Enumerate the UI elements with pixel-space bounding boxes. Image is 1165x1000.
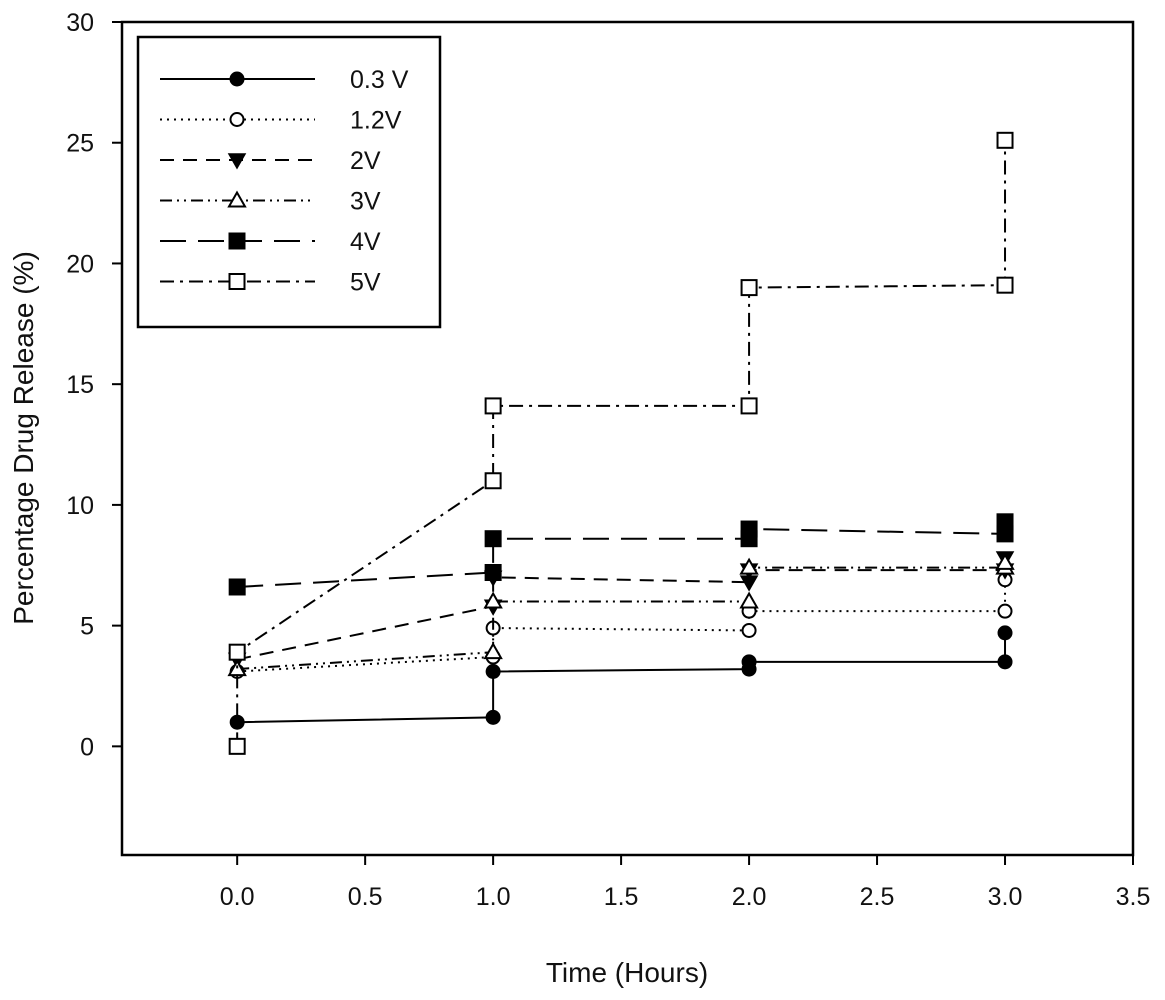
data-point	[996, 131, 1014, 149]
series-layer	[227, 131, 1015, 755]
legend-marker	[228, 232, 246, 250]
data-point	[484, 530, 502, 548]
data-point	[739, 591, 759, 609]
y-tick-label: 15	[66, 371, 94, 399]
x-tick-label: 2.5	[860, 883, 895, 911]
series-line	[237, 579, 1007, 673]
data-point	[740, 397, 758, 415]
legend: 0.3 V 1.2V 2V 3V 4V 5V	[136, 35, 442, 329]
legend-label: 0.3 V	[350, 66, 409, 94]
data-point	[483, 591, 503, 609]
legend-marker	[227, 153, 247, 170]
series-line	[236, 558, 1007, 661]
data-point	[484, 397, 502, 415]
series-3	[227, 552, 1015, 677]
y-tick-label: 10	[66, 492, 94, 520]
x-tick-label: 1.5	[604, 883, 639, 911]
data-point	[997, 603, 1013, 619]
plot-frame	[120, 20, 1135, 857]
data-point	[741, 654, 757, 670]
series-5	[228, 131, 1014, 755]
legend-label: 3V	[350, 188, 381, 216]
data-point	[740, 520, 758, 538]
data-point	[740, 279, 758, 297]
data-point	[485, 709, 501, 725]
data-point	[228, 578, 246, 596]
data-point	[997, 625, 1013, 641]
data-point	[997, 654, 1013, 670]
data-point	[995, 552, 1015, 570]
series-line	[237, 632, 1007, 724]
legend-entry: 4V	[160, 228, 381, 256]
x-tick-label: 0.0	[220, 883, 255, 911]
x-tick-label: 3.0	[988, 883, 1023, 911]
y-axis: 0 5 10 15 20 25 30	[66, 9, 122, 761]
series-line	[236, 140, 1007, 747]
legend-entry: 2V	[160, 147, 381, 175]
x-axis: 0.0 0.5 1.0 1.5 2.0 2.5 3.0 3.5	[220, 855, 1151, 911]
legend-entry: 1.2V	[160, 107, 402, 135]
x-tick-label: 1.0	[476, 883, 511, 911]
legend-entry: 5V	[160, 269, 381, 297]
data-point	[484, 564, 502, 582]
series-0	[229, 625, 1013, 730]
series-2	[227, 551, 1015, 669]
y-tick-label: 25	[66, 130, 94, 158]
legend-label: 1.2V	[350, 107, 402, 135]
x-axis-title: Time (Hours)	[546, 957, 708, 988]
y-tick-label: 5	[80, 613, 94, 641]
legend-label: 4V	[350, 228, 381, 256]
data-point	[483, 642, 503, 660]
series-4	[228, 513, 1014, 596]
data-point	[485, 663, 501, 679]
x-tick-label: 2.0	[732, 883, 767, 911]
x-tick-label: 3.5	[1116, 883, 1151, 911]
legend-entry: 0.3 V	[160, 66, 409, 94]
data-point	[228, 737, 246, 755]
data-point	[484, 472, 502, 490]
legend-marker	[227, 190, 247, 208]
data-point	[996, 276, 1014, 294]
data-point	[229, 714, 245, 730]
legend-label: 2V	[350, 147, 381, 175]
data-point	[741, 622, 757, 638]
y-tick-label: 20	[66, 250, 94, 278]
data-point	[228, 643, 246, 661]
y-axis-title: Percentage Drug Release (%)	[8, 251, 39, 625]
series-line	[237, 521, 1007, 588]
data-point	[739, 557, 759, 575]
data-point	[996, 513, 1014, 531]
y-tick-label: 0	[80, 733, 94, 761]
legend-entry: 3V	[160, 188, 381, 216]
legend-marker	[229, 112, 245, 127]
legend-box	[136, 35, 442, 329]
y-tick-label: 30	[66, 9, 94, 37]
legend-marker	[229, 71, 245, 87]
legend-label: 5V	[350, 269, 381, 297]
x-tick-label: 0.5	[348, 883, 383, 911]
legend-marker	[228, 273, 246, 290]
